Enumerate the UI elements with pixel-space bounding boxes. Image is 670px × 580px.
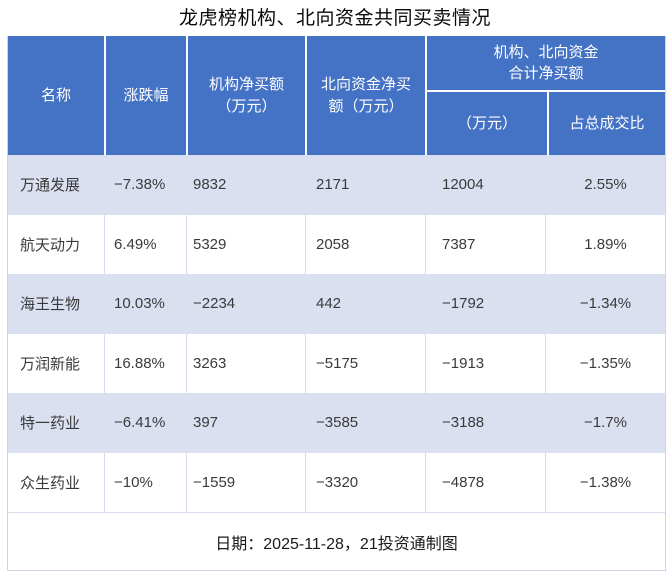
inst-net-value: 397	[193, 414, 219, 432]
change-value: −10%	[104, 452, 186, 512]
header-combined-amount: （万元）	[456, 114, 517, 132]
change-value: −6.41%	[114, 414, 166, 432]
total-net-value: −1792	[442, 295, 485, 313]
change-value: 10.03%	[114, 295, 165, 313]
inst-net-value: 5329	[186, 214, 305, 274]
change-value: −7.38%	[114, 176, 166, 194]
north-net-value: −5175	[305, 333, 425, 393]
turnover-pct-value: −1.34%	[579, 295, 632, 313]
total-net-value: −3188	[442, 414, 485, 432]
total-net-value: 12004	[442, 176, 484, 194]
stock-name: 众生药业	[20, 474, 81, 492]
stock-name: 海王生物	[20, 296, 81, 314]
stock-name: 航天动力	[20, 236, 81, 254]
turnover-pct-value: −1.38%	[545, 452, 665, 512]
stock-name: 万通发展	[20, 177, 81, 195]
turnover-pct-value: −1.7%	[584, 414, 627, 432]
table-row: 航天动力 6.49% 5329 2058 7387 1.89%	[8, 214, 665, 274]
footer-note: 日期：2025-11-28，21投资通制图	[215, 535, 458, 553]
north-net-value: 442	[316, 295, 342, 313]
inst-net-value: 9832	[193, 176, 227, 194]
header-combined-pct: 占总成交比	[547, 92, 665, 155]
stock-name: 特一药业	[20, 415, 81, 433]
change-value: 16.88%	[104, 333, 186, 393]
header-combined-group: 机构、北向资金 合计净买额 （万元） 占总成交比	[425, 36, 665, 155]
page-title: 龙虎榜机构、北向资金共同买卖情况	[178, 8, 491, 29]
turnover-pct-value: −1.35%	[545, 333, 665, 393]
table-row: 海王生物 10.03% −2234 442 −1792 −1.34%	[8, 274, 665, 334]
header-north-net: 北向资金净买 额（万元）	[305, 36, 425, 155]
table-row: 特一药业 −6.41% 397 −3585 −3188 −1.7%	[8, 393, 665, 453]
north-net-value: −3585	[316, 414, 359, 432]
north-net-value: 2171	[316, 176, 350, 194]
north-net-value: −3320	[305, 452, 425, 512]
stock-name: 万润新能	[20, 355, 81, 373]
table-row: 众生药业 −10% −1559 −3320 −4878 −1.38%	[8, 452, 665, 512]
inst-net-value: 3263	[186, 333, 305, 393]
total-net-value: −1913	[425, 333, 545, 393]
turnover-pct-value: 1.89%	[545, 214, 665, 274]
change-value: 6.49%	[104, 214, 186, 274]
north-net-value: 2058	[305, 214, 425, 274]
header-combined-subrow: （万元） 占总成交比	[427, 92, 665, 155]
header-combined-title: 机构、北向资金 合计净买额	[427, 36, 665, 92]
table-row: 万通发展 −7.38% 9832 2171 12004 2.55%	[8, 155, 665, 215]
table-row: 万润新能 16.88% 3263 −5175 −1913 −1.35%	[8, 333, 665, 393]
header-inst-net: 机构净买额 （万元）	[186, 36, 305, 155]
header-change: 涨跌幅	[104, 36, 186, 155]
stocks-table: 名称 涨跌幅 机构净买额 （万元） 北向资金净买 额（万元） 机构、北向资金 合…	[7, 36, 666, 571]
header-name: 名称	[40, 86, 71, 104]
total-net-value: −4878	[425, 452, 545, 512]
total-net-value: 7387	[425, 214, 545, 274]
inst-net-value: −2234	[193, 295, 236, 313]
table-footer: 日期：2025-11-28，21投资通制图	[8, 512, 665, 570]
turnover-pct-value: 2.55%	[584, 176, 627, 194]
inst-net-value: −1559	[186, 452, 305, 512]
table-header: 名称 涨跌幅 机构净买额 （万元） 北向资金净买 额（万元） 机构、北向资金 合…	[8, 36, 665, 155]
